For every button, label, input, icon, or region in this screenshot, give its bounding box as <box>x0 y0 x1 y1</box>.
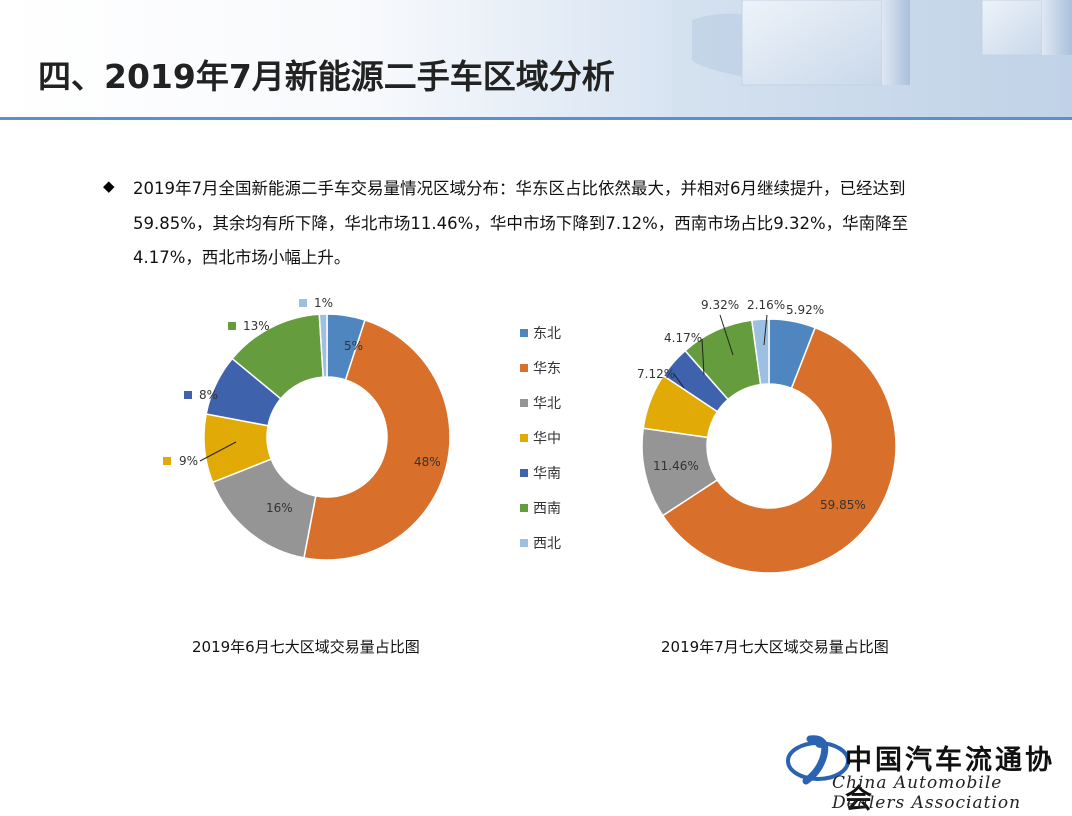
cada-logo-mark <box>786 735 850 785</box>
summary-line-3: 4.17%，西北市场小幅上升。 <box>133 248 351 267</box>
summary-line-1: 2019年7月全国新能源二手车交易量情况区域分布：华东区占比依然最大，并相对6月… <box>133 179 906 198</box>
logo-cn-text: 中国汽车流通协会 <box>845 745 1055 815</box>
page-title: 四、2019年7月新能源二手车区域分析 <box>38 57 615 96</box>
july-slice-1 <box>661 326 897 574</box>
legend-label-2: 华北 <box>533 396 561 412</box>
legend-label-3: 华中 <box>533 431 561 447</box>
legend-label-6: 西北 <box>533 536 561 552</box>
july-leader-line-4 <box>701 338 705 376</box>
july-chart-title: 2019年7月七大区域交易量占比图 <box>661 638 889 656</box>
june-donut-chart: 5% 48% 16% 9% 8% 13% 1% <box>163 296 451 561</box>
july-data-label-6: 2.16% <box>747 298 785 312</box>
june-data-label-3: 9% <box>179 454 198 468</box>
legend-swatch-4 <box>520 469 528 477</box>
legend-swatch-2 <box>520 399 528 407</box>
july-data-label-3: 7.12% <box>637 367 675 381</box>
june-chart-title: 2019年6月七大区域交易量占比图 <box>192 638 420 656</box>
bullet-diamond: ◆ <box>103 177 115 195</box>
june-data-label-2: 16% <box>266 501 293 515</box>
june-label-marker-5 <box>228 322 236 330</box>
july-donut-chart: 5.92% 59.85% 11.46% 7.12% 4.17% 9.32% 2.16% <box>637 298 897 574</box>
june-data-label-4: 8% <box>199 388 218 402</box>
legend-label-5: 西南 <box>533 501 561 517</box>
legend-swatch-3 <box>520 434 528 442</box>
june-data-label-6: 1% <box>314 296 333 310</box>
legend-label-1: 华东 <box>533 361 561 377</box>
july-leader-line-3 <box>673 373 685 389</box>
summary-line-2: 59.85%，其余均有所下降，华北市场11.46%，华中市场下降到7.12%，西… <box>133 213 909 233</box>
legend-label-0: 东北 <box>533 326 561 342</box>
donut-charts: 5% 48% 16% 9% 8% 13% 1% 5.92% 59.85% 11.46% 7.12%… <box>163 296 897 574</box>
june-label-marker-6 <box>299 299 307 307</box>
summary-paragraph: 2019年7月全国新能源二手车交易量情况区域分布：华东区占比依然最大，并相对6月… <box>133 172 983 276</box>
july-leader-line-5 <box>719 314 734 356</box>
june-label-marker-4 <box>184 391 192 399</box>
june-slice-6 <box>318 313 328 378</box>
july-data-label-2: 11.46% <box>653 459 699 473</box>
july-leader-line-6 <box>763 314 768 346</box>
june-slice-1 <box>303 319 451 561</box>
legend-swatch-6 <box>520 539 528 547</box>
june-data-label-5: 13% <box>243 319 270 333</box>
june-leader-line-3 <box>199 441 237 462</box>
july-data-label-5: 9.32% <box>701 298 739 312</box>
july-data-label-1: 59.85% <box>820 498 866 512</box>
june-data-label-1: 48% <box>414 455 441 469</box>
legend-swatch-0 <box>520 329 528 337</box>
july-data-label-0: 5.92% <box>786 303 824 317</box>
header-band: 四、2019年7月新能源二手车区域分析 <box>0 0 1072 120</box>
june-label-marker-3 <box>163 457 171 465</box>
legend-label-4: 华南 <box>533 466 561 482</box>
june-data-label-0: 5% <box>344 339 363 353</box>
legend-swatch-1 <box>520 364 528 372</box>
header-divider <box>0 117 1072 120</box>
header-decoration <box>672 0 1072 120</box>
logo-en-text: China Automobile Dealers Association <box>832 773 1022 813</box>
july-data-label-4: 4.17% <box>664 331 702 345</box>
legend-swatch-5 <box>520 504 528 512</box>
